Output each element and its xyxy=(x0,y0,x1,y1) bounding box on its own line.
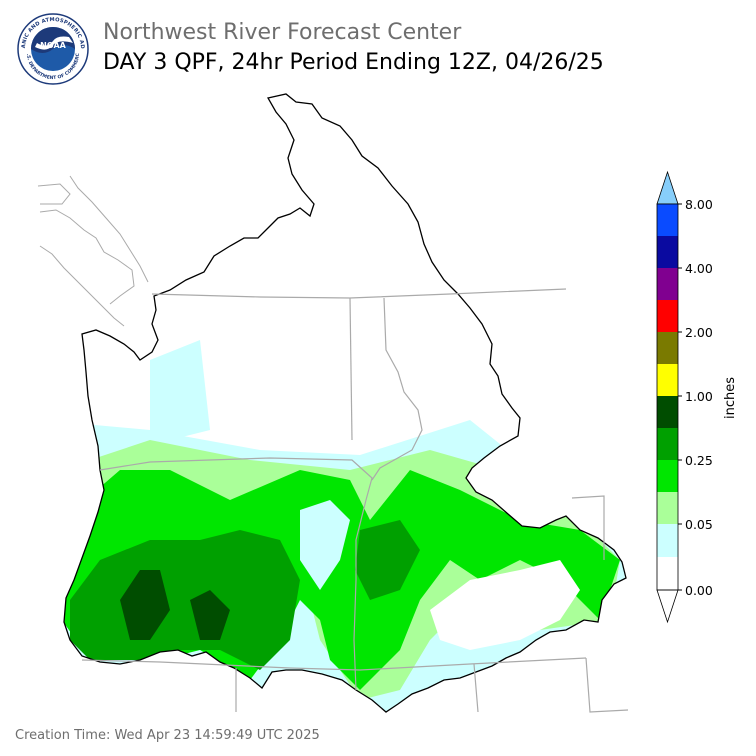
legend-band xyxy=(657,428,678,460)
legend-unit-label: inches xyxy=(723,377,738,419)
legend-band xyxy=(657,557,678,590)
legend-ticks xyxy=(678,203,682,591)
legend-top-arrow xyxy=(656,170,679,205)
legend-band xyxy=(657,492,678,524)
legend-band xyxy=(657,364,678,396)
legend-band xyxy=(657,332,678,364)
legend-tick-label: 4.00 xyxy=(685,261,713,276)
legend-tick-label: 0.05 xyxy=(685,517,713,532)
legend-band xyxy=(657,268,678,300)
legend-tick-label: 2.00 xyxy=(685,325,713,340)
creation-time: Creation Time: Wed Apr 23 14:59:49 UTC 2… xyxy=(15,728,320,743)
product-title: DAY 3 QPF, 24hr Period Ending 12Z, 04/26… xyxy=(103,50,604,75)
legend-tick-label: 0.25 xyxy=(685,453,713,468)
legend-tick-label: 0.00 xyxy=(685,583,713,598)
logo-center-text: NOAA xyxy=(40,41,66,50)
legend-frame xyxy=(656,203,679,591)
legend-band xyxy=(657,204,678,236)
legend-band xyxy=(657,396,678,428)
agency-title: Northwest River Forecast Center xyxy=(103,20,462,45)
legend-band xyxy=(657,460,678,492)
legend-band xyxy=(657,236,678,268)
legend-band xyxy=(657,300,678,332)
legend-tick-label: 8.00 xyxy=(685,197,713,212)
legend-band xyxy=(657,524,678,557)
state-boundaries xyxy=(81,288,629,713)
legend-bottom-arrow xyxy=(656,589,679,624)
noaa-logo: NATIONAL OCEANIC AND ATMOSPHERIC ADMINIS… xyxy=(17,13,89,85)
legend-tick-label: 1.00 xyxy=(685,389,713,404)
coastline-lines xyxy=(37,175,149,327)
